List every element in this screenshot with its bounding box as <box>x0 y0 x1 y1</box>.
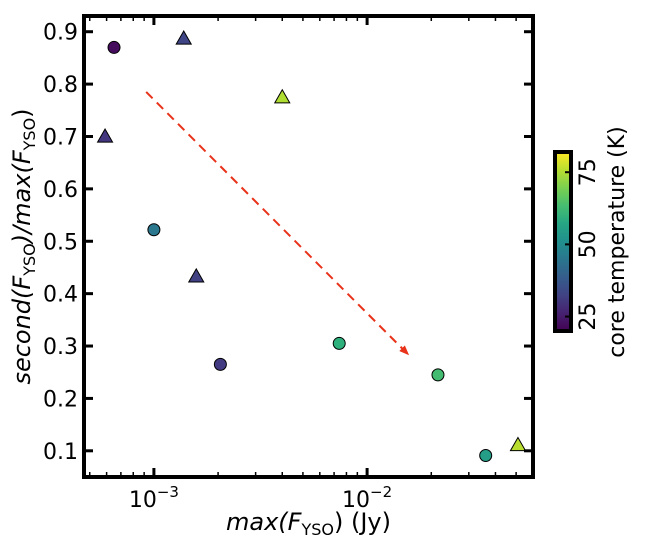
circle-point-4 <box>147 223 161 237</box>
circle-point-7 <box>332 336 346 350</box>
circle-point-6 <box>213 357 227 371</box>
triangle-point-10 <box>509 436 527 452</box>
y-tick-label: 0.4 <box>43 283 78 308</box>
y-tick-label: 0.1 <box>43 440 78 465</box>
y-tick-label: 0.2 <box>43 387 78 412</box>
colorbar-tick-label: 50 <box>576 230 601 258</box>
triangle-point-5 <box>187 267 205 283</box>
x-tick-label: 10−2 <box>342 483 392 513</box>
x-axis-label: max(FYSO) (Jy) <box>226 508 391 536</box>
x-tick-label: 10−3 <box>129 483 179 513</box>
colorbar-label: core temperature (K) <box>605 126 630 358</box>
circle-point-9 <box>479 449 493 463</box>
y-tick-label: 0.3 <box>43 335 78 360</box>
triangle-point-2 <box>96 127 114 143</box>
y-tick-label: 0.7 <box>43 125 78 150</box>
colorbar-tick-label: 75 <box>576 158 601 186</box>
trend-arrow <box>145 91 410 356</box>
y-tick-label: 0.8 <box>43 73 78 98</box>
colorbar-tick-label: 25 <box>576 303 601 331</box>
y-axis-label: second(FYSO)/max(FYSO) <box>8 108 39 384</box>
y-tick-label: 0.6 <box>43 178 78 203</box>
colorbar <box>555 152 571 331</box>
colorbar-frame <box>553 150 573 333</box>
circle-point-8 <box>431 368 445 382</box>
plot-frame <box>82 14 535 479</box>
triangle-point-3 <box>273 88 291 104</box>
circle-point-0 <box>107 40 121 54</box>
y-tick-label: 0.9 <box>43 21 78 46</box>
y-tick-label: 0.5 <box>43 230 78 255</box>
triangle-point-1 <box>175 30 193 45</box>
